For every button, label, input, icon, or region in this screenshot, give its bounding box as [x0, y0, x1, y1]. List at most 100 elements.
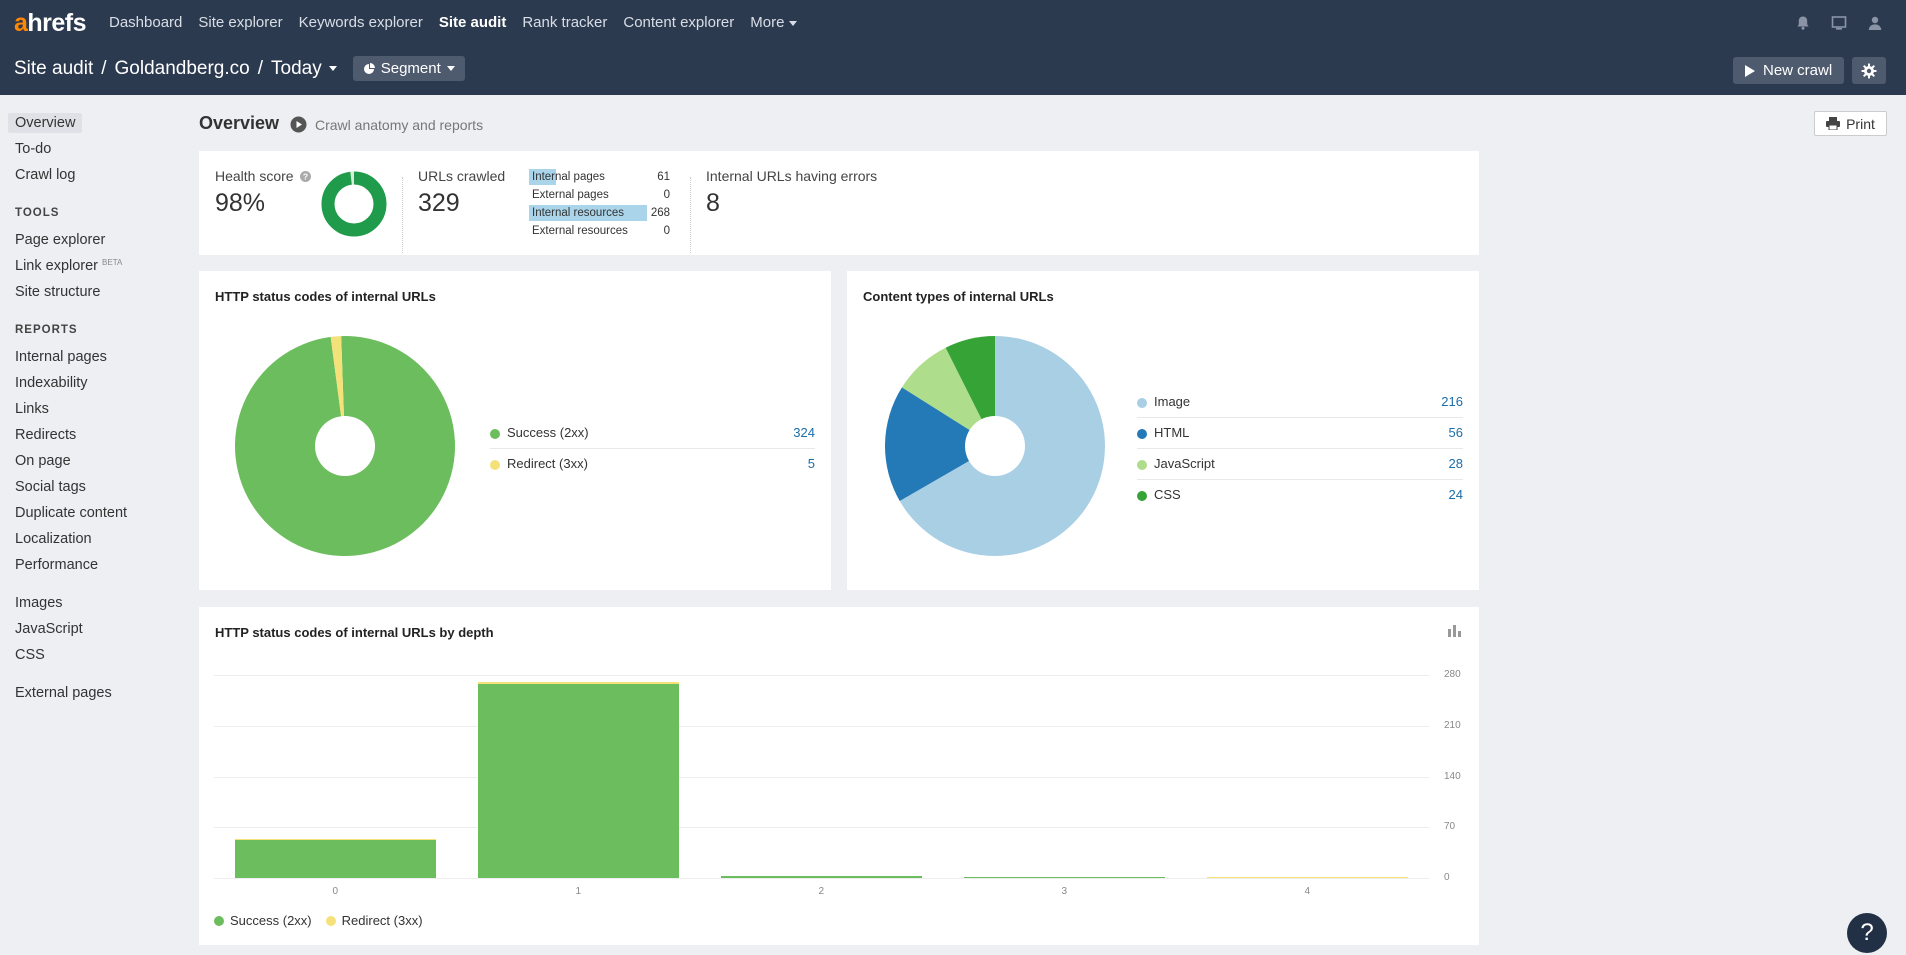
- bar-depth-0-redirect[interactable]: [234, 838, 437, 841]
- sidebar-item-external-pages[interactable]: External pages: [15, 685, 112, 701]
- legend-value[interactable]: 28: [1448, 456, 1463, 471]
- x-tick-label: 0: [332, 886, 339, 897]
- settings-button[interactable]: [1852, 57, 1886, 84]
- bar-depth-1-success[interactable]: [477, 683, 680, 878]
- legend-dot: [1137, 429, 1147, 439]
- legend-item[interactable]: JavaScript 28: [1137, 449, 1463, 480]
- legend-value[interactable]: 56: [1448, 425, 1463, 440]
- bar-depth-3-success[interactable]: [963, 876, 1166, 878]
- sidebar-item-css[interactable]: CSS: [15, 647, 45, 663]
- sidebar-item-images[interactable]: Images: [15, 595, 63, 611]
- legend-item[interactable]: Image 216: [1137, 387, 1463, 418]
- pie-chart-icon: [363, 62, 375, 74]
- errors-value[interactable]: 8: [706, 189, 720, 217]
- http-status-pie: [235, 336, 455, 556]
- bar-chart-icon[interactable]: [1448, 625, 1462, 637]
- sidebar-item-site-structure[interactable]: Site structure: [15, 284, 101, 300]
- x-tick-label: 3: [1061, 886, 1068, 897]
- bar-depth-1-redirect[interactable]: [477, 682, 680, 684]
- print-button[interactable]: Print: [1814, 111, 1887, 136]
- sidebar-item-localization[interactable]: Localization: [15, 531, 92, 547]
- sidebar-item-overview[interactable]: Overview: [8, 113, 83, 133]
- breakdown-label: Internal pages: [532, 171, 605, 183]
- legend-value[interactable]: 324: [793, 425, 815, 440]
- urls-crawled-value: 329: [418, 189, 460, 217]
- bar-depth-4-success[interactable]: [1206, 877, 1409, 878]
- pie-slice-css[interactable]: [945, 336, 995, 446]
- nav-dashboard[interactable]: Dashboard: [109, 14, 183, 31]
- sidebar-item-to-do[interactable]: To-do: [15, 141, 52, 157]
- new-crawl-button[interactable]: New crawl: [1733, 57, 1845, 84]
- sidebar-item-javascript[interactable]: JavaScript: [15, 621, 83, 637]
- nav-content-explorer[interactable]: Content explorer: [623, 14, 735, 31]
- health-score-donut: [321, 171, 387, 237]
- crawl-anatomy-link[interactable]: Crawl anatomy and reports: [315, 117, 484, 133]
- bell-icon[interactable]: [1794, 14, 1812, 32]
- legend-value[interactable]: 216: [1441, 394, 1463, 409]
- content-types-pie: [885, 336, 1105, 556]
- legend-item[interactable]: HTML 56: [1137, 418, 1463, 449]
- sidebar-item-page-explorer[interactable]: Page explorer: [15, 232, 106, 248]
- nav-site-explorer[interactable]: Site explorer: [198, 14, 283, 31]
- gridline: [214, 675, 1429, 676]
- legend-item[interactable]: Success (2xx) 324: [490, 418, 815, 449]
- breakdown-row[interactable]: External pages 0: [529, 187, 674, 205]
- main-nav: Dashboard Site explorer Keywords explore…: [109, 14, 813, 31]
- screen-icon[interactable]: [1830, 14, 1848, 32]
- sidebar-item-label: Link explorer: [15, 258, 99, 274]
- crawl-date-dropdown[interactable]: Today: [271, 58, 337, 80]
- legend-label: HTML: [1154, 425, 1190, 440]
- y-tick-label: 280: [1444, 669, 1461, 680]
- legend-value[interactable]: 24: [1448, 487, 1463, 502]
- nav-rank-tracker[interactable]: Rank tracker: [522, 14, 608, 31]
- breakdown-row[interactable]: Internal pages 61: [529, 169, 674, 187]
- play-circle-icon[interactable]: [290, 116, 307, 133]
- breakdown-label: Internal resources: [532, 207, 625, 219]
- breadcrumb-project[interactable]: Goldandberg.co: [114, 57, 250, 79]
- sidebar-item-redirects[interactable]: Redirects: [15, 427, 77, 443]
- breakdown-bar: [529, 205, 648, 221]
- legend-dot: [214, 915, 224, 926]
- legend-item[interactable]: Success (2xx): [214, 913, 312, 928]
- breakdown-value: 0: [663, 225, 670, 237]
- bar-depth-2-success[interactable]: [720, 875, 923, 878]
- help-icon[interactable]: ?: [300, 171, 312, 182]
- y-tick-label: 210: [1444, 719, 1461, 731]
- legend-label: CSS: [1154, 487, 1181, 502]
- legend-dot: [1137, 398, 1147, 408]
- card-title: HTTP status codes of internal URLs: [215, 289, 436, 304]
- pie-slice-javascript[interactable]: [901, 347, 995, 446]
- sidebar-item-internal-pages[interactable]: Internal pages: [15, 349, 107, 365]
- bar-depth-0-success[interactable]: [234, 840, 437, 878]
- bar-depth-4-redirect[interactable]: [1206, 876, 1409, 878]
- sidebar-item-on-page[interactable]: On page: [15, 453, 71, 469]
- sidebar-item-indexability[interactable]: Indexability: [15, 375, 88, 391]
- breakdown-row[interactable]: Internal resources 268: [529, 205, 674, 223]
- legend-item[interactable]: CSS 24: [1137, 480, 1463, 511]
- breadcrumb-site-audit[interactable]: Site audit: [14, 57, 94, 79]
- x-tick-label: 2: [818, 886, 825, 897]
- ahrefs-logo[interactable]: ahrefs: [14, 9, 87, 37]
- breakdown-row[interactable]: External resources 0: [529, 223, 674, 241]
- sidebar-item-links[interactable]: Links: [15, 401, 49, 417]
- pie-slice-html[interactable]: [885, 387, 995, 501]
- legend-value[interactable]: 5: [807, 456, 815, 471]
- sidebar-item-duplicate-content[interactable]: Duplicate content: [15, 505, 128, 521]
- sidebar-item-social-tags[interactable]: Social tags: [15, 479, 86, 495]
- user-icon[interactable]: [1866, 14, 1884, 32]
- nav-more[interactable]: More: [750, 14, 798, 31]
- nav-keywords-explorer[interactable]: Keywords explorer: [298, 14, 423, 31]
- sidebar-item-link-explorer[interactable]: Link explorer BETA: [8, 256, 129, 276]
- nav-site-audit[interactable]: Site audit: [438, 14, 507, 31]
- sidebar-item-performance[interactable]: Performance: [15, 557, 99, 573]
- pie-hole: [965, 416, 1025, 476]
- help-button[interactable]: ?: [1847, 913, 1887, 953]
- legend-label: Success (2xx): [507, 425, 589, 440]
- sidebar-item-crawl-log[interactable]: Crawl log: [15, 167, 76, 183]
- breakdown-value: 268: [650, 207, 670, 219]
- donut-arc: [321, 171, 387, 237]
- segment-button[interactable]: Segment: [352, 56, 465, 81]
- legend-item[interactable]: Redirect (3xx) 5: [490, 449, 815, 480]
- legend-item[interactable]: Redirect (3xx): [325, 913, 423, 928]
- sidebar-heading-tools: TOOLS: [15, 207, 60, 219]
